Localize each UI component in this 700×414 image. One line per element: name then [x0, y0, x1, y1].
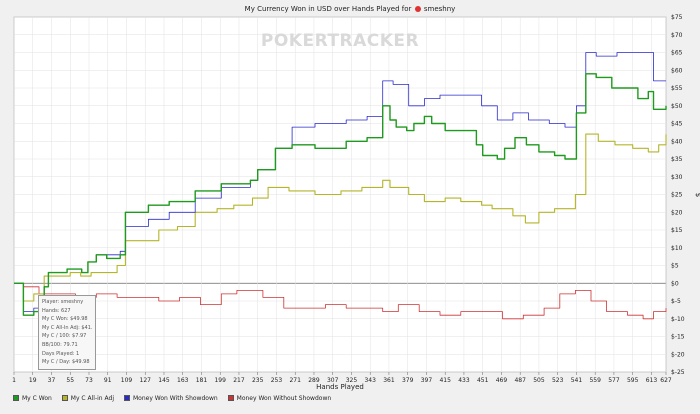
y-tick-label: $45 [671, 121, 683, 128]
x-tick-label: 55 [66, 377, 74, 384]
legend-label-non-showdown: Money Won Without Showdown [236, 394, 332, 402]
x-tick-label: 325 [346, 377, 358, 384]
y-tick-label: $-25 [671, 369, 685, 376]
series-line-non-showdown [14, 282, 667, 320]
player-stats-tooltip: Player: smeshny Hands: 627 My C Won: $49… [38, 295, 96, 370]
x-tick-label: 1 [12, 377, 16, 384]
y-tick-label: $-10 [671, 316, 685, 323]
x-tick-label: 397 [421, 377, 433, 384]
legend-label-allin-adj: My C All-in Adj [70, 394, 114, 402]
legend-item-showdown[interactable]: Money Won With Showdown [123, 394, 218, 402]
grid-lines [13, 16, 667, 373]
y-tick-label: $75 [671, 14, 683, 21]
x-tick-label: 235 [252, 377, 264, 384]
pokertracker-watermark: POKERTRACKER [261, 31, 419, 51]
y-tick-label: $70 [671, 32, 683, 39]
x-tick-label: 433 [458, 377, 470, 384]
x-tick-label: 181 [196, 377, 208, 384]
x-tick-label: 505 [533, 377, 545, 384]
legend-swatch-showdown [123, 395, 130, 401]
x-tick-label: 415 [439, 377, 451, 384]
y-tick-label: $50 [671, 103, 683, 110]
x-tick-label: 199 [214, 377, 226, 384]
tooltip-days: Days Played: 1 [42, 350, 80, 357]
x-tick-label: 253 [271, 377, 283, 384]
y-tick-label: $20 [671, 209, 683, 216]
legend-swatch-won [13, 395, 19, 401]
player-flag-icon [414, 6, 421, 12]
x-tick-label: 613 [646, 377, 658, 384]
y-tick-label: $30 [671, 174, 683, 181]
legend-label-showdown: Money Won With Showdown [132, 394, 218, 402]
x-tick-label: 451 [477, 377, 489, 384]
x-tick-label: 469 [496, 377, 508, 384]
x-tick-label: 523 [552, 377, 564, 384]
y-tick-label: $-20 [671, 351, 685, 358]
y-tick-label: $60 [671, 67, 683, 74]
x-axis-title: Hands Played [316, 383, 364, 391]
x-tick-label: 163 [177, 377, 189, 384]
x-tick-label: 361 [383, 377, 395, 384]
y-tick-label: $40 [671, 138, 683, 145]
legend-label-won: My C Won [22, 394, 52, 402]
chart-title-player: smeshny [423, 5, 456, 13]
x-axis-ticks: 1 19 37 55 73 91 109 127 145 163 181 199 217 235 253 27… [12, 372, 672, 384]
y-tick-label: $35 [671, 156, 683, 163]
y-tick-label: $5 [671, 263, 679, 270]
y-tick-label: $10 [671, 245, 683, 252]
y-tick-label: $-5 [671, 298, 681, 305]
chart-legend: My C Won My C All-in Adj Money Won With … [13, 393, 331, 403]
x-tick-label: 37 [48, 377, 56, 384]
x-tick-label: 627 [660, 377, 672, 384]
legend-item-non-showdown[interactable]: Money Won Without Showdown [227, 394, 332, 402]
tooltip-won: My C Won: $49.98 [42, 316, 88, 323]
legend-item-allin-adj[interactable]: My C All-in Adj [61, 394, 114, 402]
chart-title: My Currency Won in USD over Hands Played… [0, 5, 700, 13]
x-tick-label: 271 [289, 377, 301, 384]
x-tick-label: 595 [627, 377, 639, 384]
x-tick-label: 559 [589, 377, 601, 384]
tooltip-player: Player: smeshny [42, 299, 84, 305]
legend-item-won[interactable]: My C Won [13, 395, 52, 402]
x-tick-label: 487 [514, 377, 526, 384]
y-tick-label: $-15 [671, 334, 685, 341]
tooltip-allin-adj: My C All-In Adj: $41.92 [42, 324, 92, 331]
y-axis-title: $ [694, 193, 700, 197]
tooltip-per-day: My C / Day: $49.98 [42, 359, 90, 366]
x-tick-label: 19 [29, 377, 37, 384]
tooltip-hands: Hands: 627 [42, 307, 71, 314]
x-tick-label: 577 [608, 377, 620, 384]
x-tick-label: 379 [402, 377, 414, 384]
x-tick-label: 343 [364, 377, 376, 384]
series-line-won [14, 73, 667, 316]
tooltip-per-100: My C / 100: $7.97 [42, 333, 87, 340]
y-tick-label: $55 [671, 85, 683, 92]
tooltip-bb-100: BB/100: 79.71 [42, 341, 78, 348]
x-tick-label: 73 [85, 377, 93, 384]
y-axis-ticks: $75 $70 $65 $60 $55 $50 $45 $40 $35 $30 $25 $20 $15 $… [671, 14, 685, 376]
x-tick-label: 145 [158, 377, 170, 384]
x-tick-label: 109 [121, 377, 133, 384]
y-tick-label: $65 [671, 50, 683, 57]
series-lines [14, 52, 667, 320]
x-tick-label: 127 [140, 377, 152, 384]
series-line-allin-adj [14, 133, 667, 302]
x-tick-label: 289 [308, 377, 320, 384]
x-tick-label: 541 [571, 377, 583, 384]
x-tick-label: 91 [104, 377, 112, 384]
y-tick-label: $25 [671, 192, 683, 199]
y-tick-label: $0 [671, 280, 679, 287]
x-tick-label: 217 [233, 377, 245, 384]
legend-swatch-non-showdown [227, 395, 234, 401]
x-tick-label: 307 [327, 377, 339, 384]
legend-swatch-allin-adj [61, 395, 68, 401]
y-tick-label: $15 [671, 227, 683, 234]
chart-title-text: My Currency Won in USD over Hands Played… [244, 5, 412, 13]
